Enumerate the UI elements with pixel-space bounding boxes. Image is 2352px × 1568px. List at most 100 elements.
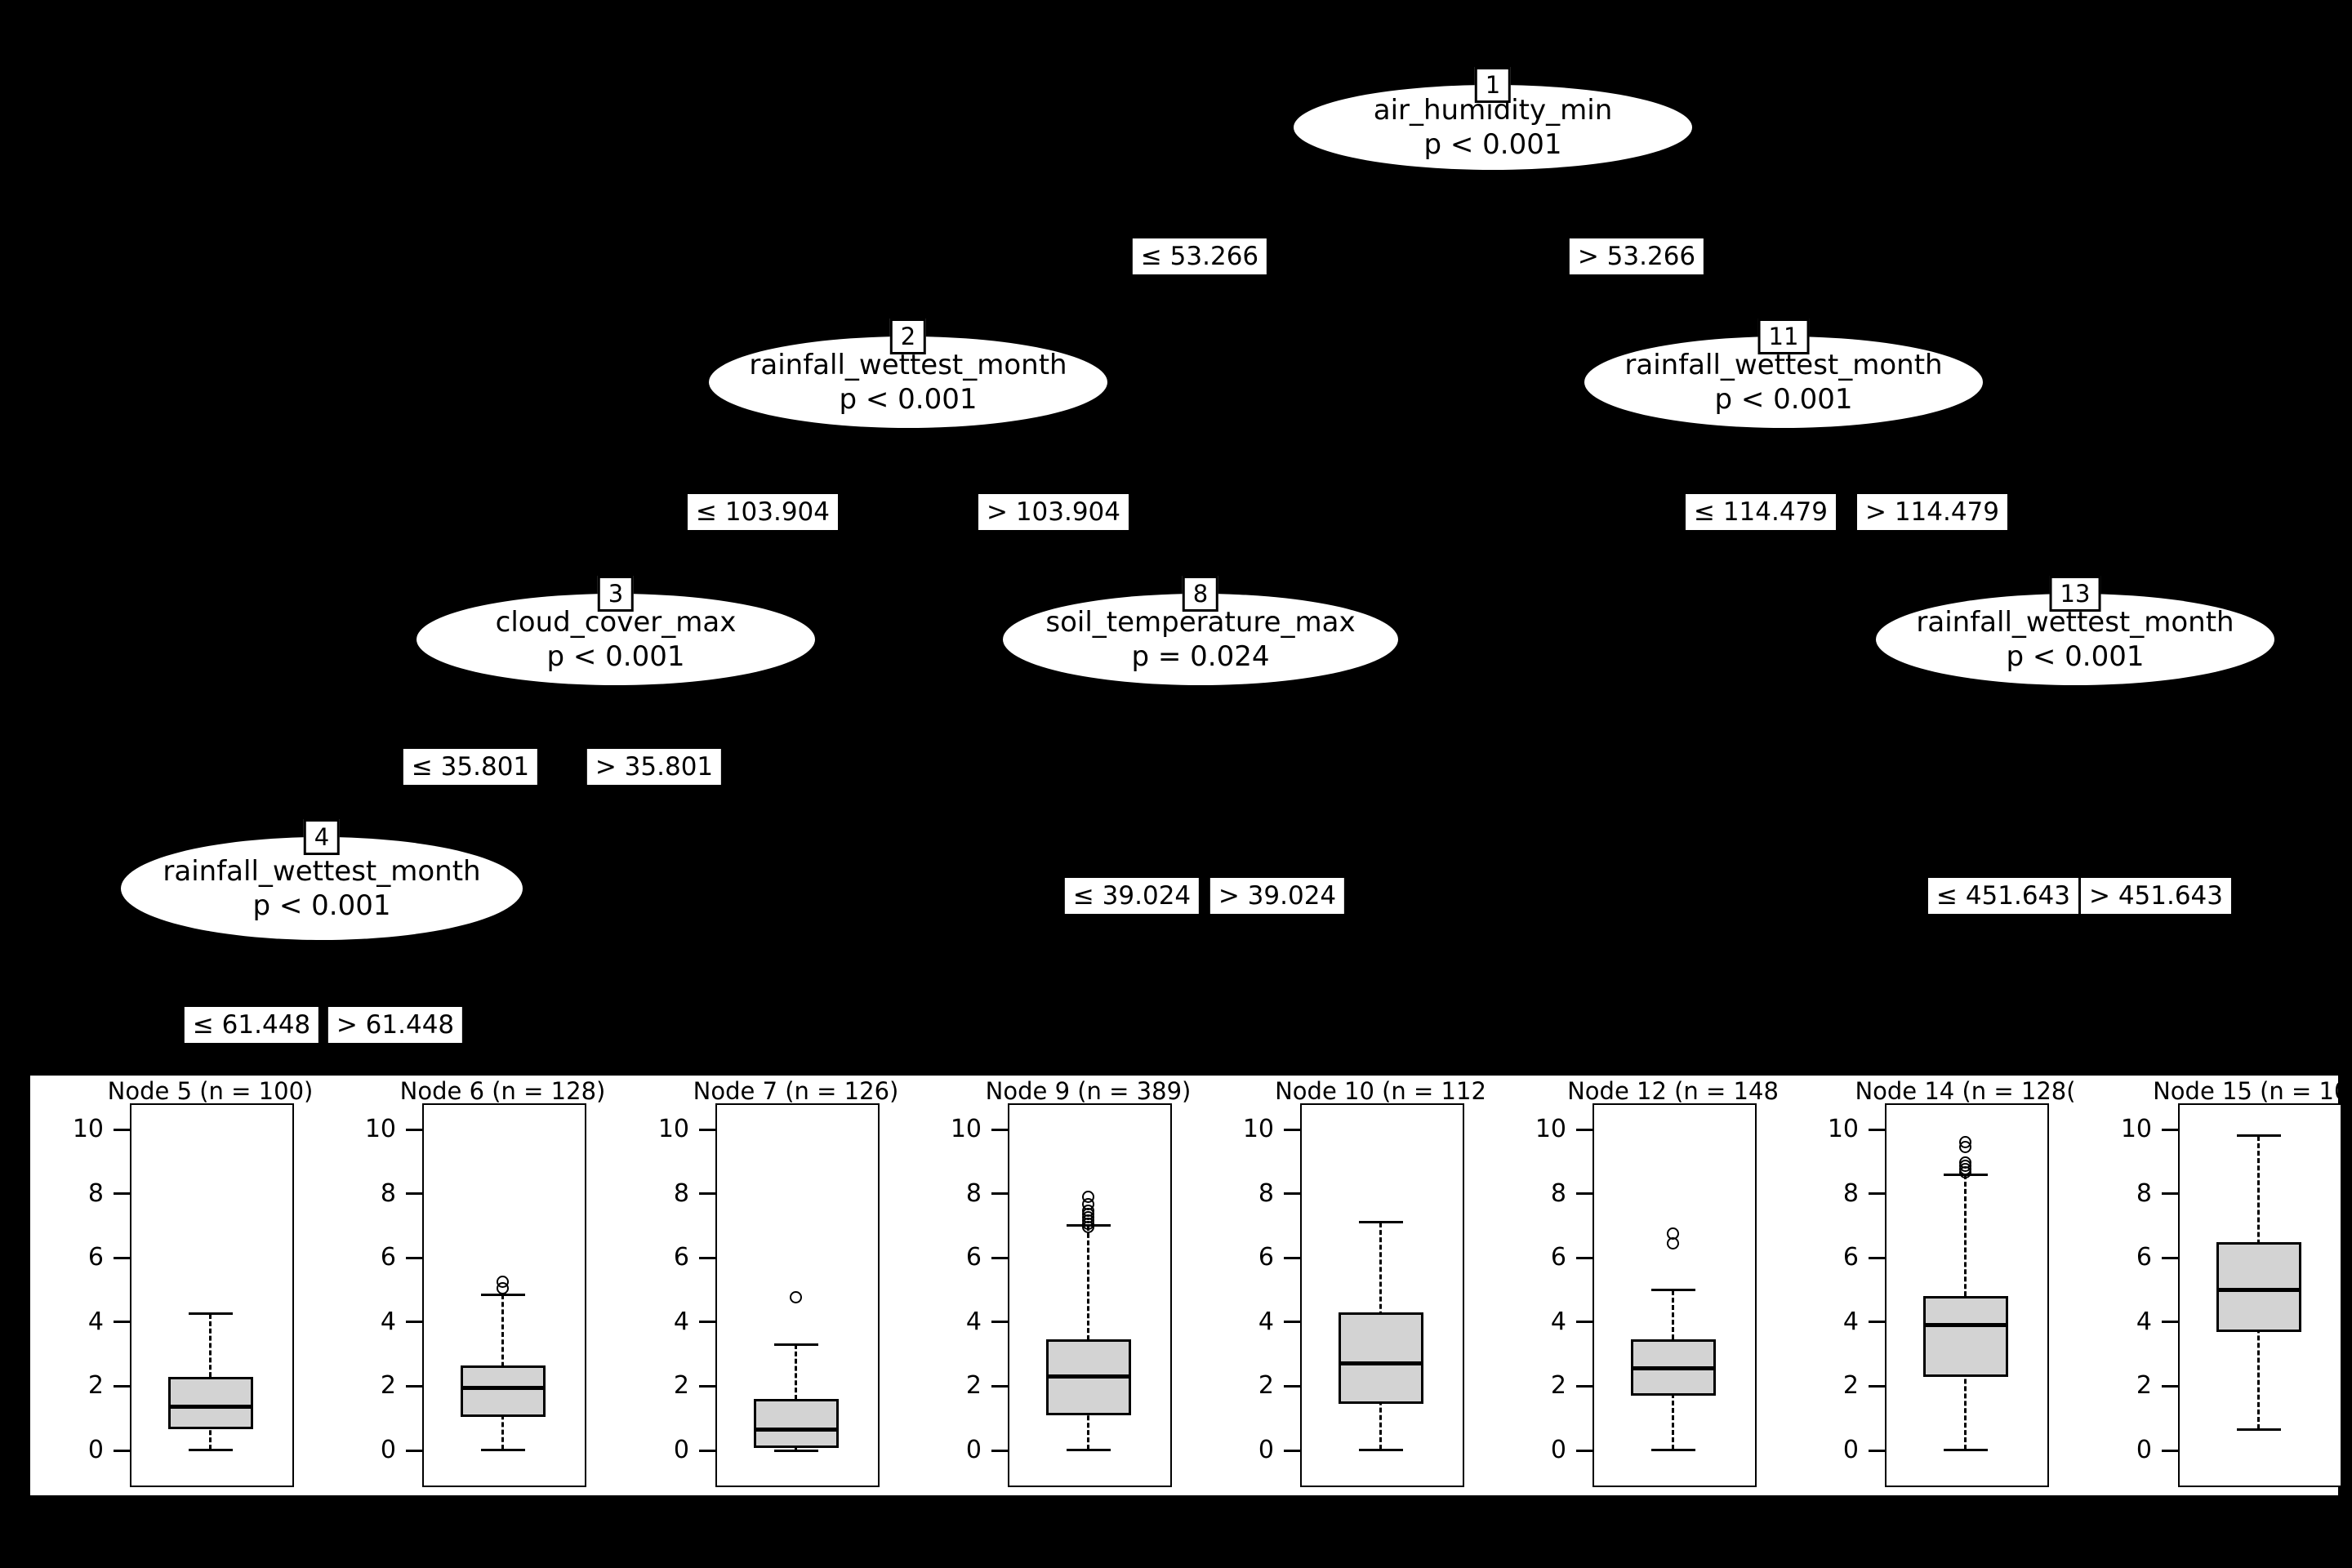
y-axis-tick	[1869, 1192, 1885, 1196]
whisker-cap-upper	[188, 1312, 233, 1316]
boxplot-iqr-box	[1922, 1296, 2008, 1377]
y-axis-tick	[114, 1384, 130, 1388]
y-axis-tick	[114, 1321, 130, 1324]
y-axis-tick-label: 4	[2136, 1307, 2152, 1336]
y-axis-tick-label: 2	[87, 1371, 104, 1401]
y-axis-tick	[2162, 1321, 2178, 1324]
y-axis-tick	[699, 1449, 715, 1452]
y-axis-tick	[1576, 1449, 1592, 1452]
y-axis-tick-label: 0	[2136, 1436, 2152, 1464]
split-edge-label: ≤ 114.479	[1685, 494, 1837, 530]
y-axis-tick	[1284, 1256, 1300, 1259]
y-axis-tick-label: 8	[1258, 1178, 1274, 1208]
y-axis-tick	[406, 1384, 422, 1388]
split-edge-label: > 114.479	[1856, 494, 2008, 530]
whisker-cap-upper	[2236, 1134, 2281, 1138]
y-axis-tick-label: 4	[87, 1307, 104, 1336]
y-axis-tick-label: 2	[1550, 1371, 1566, 1401]
y-axis-tick	[699, 1192, 715, 1196]
y-axis-tick-label: 8	[1842, 1178, 1859, 1208]
y-axis-tick	[699, 1256, 715, 1259]
panel-title: Node 6 (n = 128)	[399, 1077, 606, 1105]
y-axis-tick-label: 10	[657, 1115, 689, 1143]
split-edge-label: > 35.801	[586, 749, 722, 785]
y-axis-tick-label: 0	[1842, 1436, 1859, 1464]
y-axis-tick-label: 4	[965, 1307, 982, 1336]
y-axis-tick-label: 8	[673, 1178, 689, 1208]
y-axis-tick	[1284, 1384, 1300, 1388]
whisker-cap-lower	[773, 1449, 818, 1452]
p-value-label: p < 0.001	[839, 383, 978, 416]
whisker-cap-upper	[1650, 1289, 1695, 1291]
y-axis-tick-label: 6	[380, 1243, 396, 1272]
y-axis-tick-label: 8	[2136, 1178, 2152, 1208]
y-axis-tick-label: 6	[1842, 1243, 1859, 1272]
y-axis-tick	[2162, 1384, 2178, 1388]
node-id-badge-11: 11	[1757, 318, 1810, 354]
y-axis-tick-label: 0	[1550, 1436, 1566, 1464]
y-axis-tick	[1869, 1256, 1885, 1259]
p-value-label: p = 0.024	[1131, 640, 1270, 673]
y-axis-tick	[2162, 1256, 2178, 1259]
p-value-label: p < 0.001	[546, 640, 685, 673]
y-axis-tick	[991, 1321, 1008, 1324]
boxplot-panel-frame	[1592, 1103, 1757, 1487]
y-axis-tick	[406, 1128, 422, 1131]
y-axis-tick-label: 0	[1258, 1436, 1274, 1464]
y-axis-tick-label: 2	[2136, 1371, 2152, 1401]
y-axis-tick	[1284, 1449, 1300, 1452]
y-axis-tick-label: 8	[965, 1178, 982, 1208]
y-axis-tick	[699, 1128, 715, 1131]
y-axis-tick	[1576, 1321, 1592, 1324]
boxplot-panel-frame	[130, 1103, 294, 1487]
outlier-point	[496, 1275, 509, 1288]
boxplot-whisker	[1087, 1225, 1089, 1450]
node-id-badge-13: 13	[2049, 576, 2101, 612]
y-axis-tick	[1576, 1256, 1592, 1259]
boxplot-panel-frame	[422, 1103, 586, 1487]
y-axis-tick-label: 4	[1842, 1307, 1859, 1336]
whisker-cap-lower	[2236, 1428, 2281, 1431]
split-edge-label: > 39.024	[1209, 878, 1345, 914]
boxplot-median-line	[1045, 1374, 1131, 1379]
split-edge-label: ≤ 53.266	[1132, 238, 1267, 274]
y-axis-tick	[991, 1256, 1008, 1259]
whisker-cap-lower	[1943, 1448, 1988, 1451]
boxplot-iqr-box	[753, 1399, 839, 1448]
y-axis-tick-label: 6	[2136, 1243, 2152, 1272]
y-axis-tick-label: 6	[1258, 1243, 1274, 1272]
y-axis-tick	[1284, 1321, 1300, 1324]
y-axis-tick-label: 8	[380, 1178, 396, 1208]
y-axis-tick	[2162, 1128, 2178, 1131]
split-variable-label: rainfall_wettest_month	[163, 855, 481, 888]
y-axis-tick	[406, 1192, 422, 1196]
y-axis-tick	[991, 1449, 1008, 1452]
y-axis-tick-label: 10	[1242, 1115, 1274, 1143]
y-axis-tick	[406, 1256, 422, 1259]
panel-title: Node 15 (n = 101	[2153, 1077, 2352, 1105]
whisker-cap-lower	[1066, 1448, 1111, 1451]
tree-node-2: rainfall_wettest_month p < 0.001	[709, 336, 1107, 428]
y-axis-tick-label: 4	[380, 1307, 396, 1336]
whisker-cap-lower	[1650, 1448, 1695, 1451]
y-axis-tick	[406, 1449, 422, 1452]
y-axis-tick	[2162, 1192, 2178, 1196]
y-axis-tick	[991, 1128, 1008, 1131]
y-axis-tick-label: 2	[1842, 1371, 1859, 1401]
y-axis-tick-label: 2	[673, 1371, 689, 1401]
panel-title: Node 14 (n = 128(	[1855, 1077, 2076, 1105]
boxplot-median-line	[2216, 1288, 2301, 1292]
outlier-point	[1081, 1190, 1094, 1203]
y-axis-tick	[699, 1321, 715, 1324]
split-edge-label: > 103.904	[978, 494, 1129, 530]
y-axis-tick	[1284, 1192, 1300, 1196]
y-axis-tick	[991, 1192, 1008, 1196]
boxplot-median-line	[460, 1385, 546, 1390]
split-edge-label: ≤ 103.904	[687, 494, 839, 530]
node-id-badge-1: 1	[1474, 67, 1512, 103]
y-axis-tick-label: 8	[87, 1178, 104, 1208]
outlier-point	[1666, 1227, 1679, 1240]
whisker-cap-lower	[188, 1448, 233, 1451]
y-axis-tick	[1869, 1128, 1885, 1131]
